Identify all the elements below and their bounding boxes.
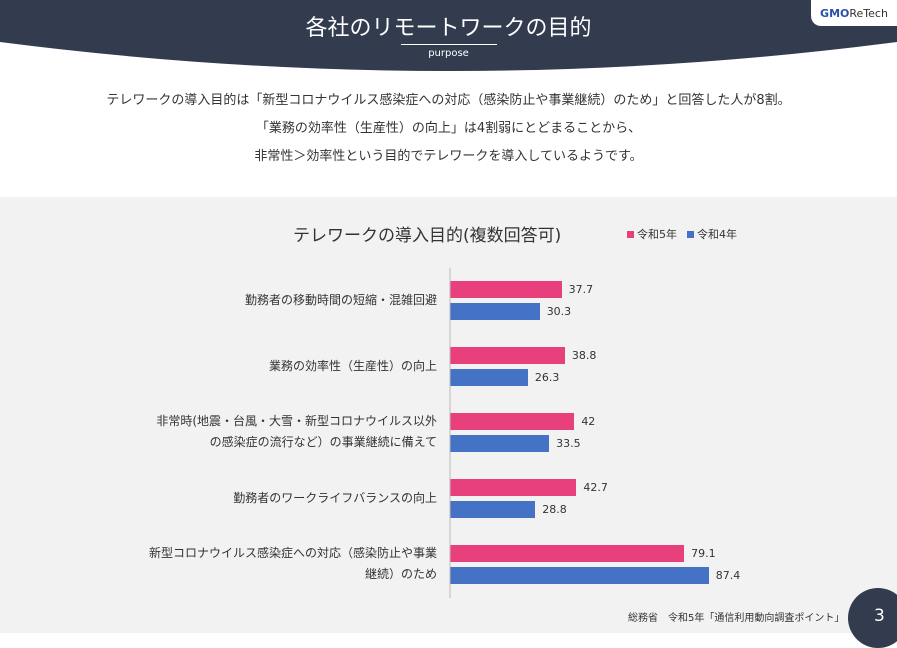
bar — [450, 479, 577, 496]
bar — [450, 369, 528, 386]
category-label: 勤務者の移動時間の短縮・混雑回避 — [244, 292, 437, 307]
data-label: 87.4 — [715, 569, 741, 582]
bar — [450, 413, 575, 430]
data-label: 28.8 — [542, 503, 567, 516]
page-subtitle: purpose — [428, 48, 469, 59]
bar — [450, 501, 536, 518]
description-line: 非常性＞効率性という目的でテレワークを導入しているようです。 — [254, 149, 643, 164]
category-label: 勤務者のワークライフバランスの向上 — [233, 490, 437, 505]
legend: 令和5年 令和4年 — [627, 226, 737, 242]
description-line: テレワークの導入目的は「新型コロナウイルス感染症への対応（感染防止や事業継続）の… — [106, 93, 791, 108]
bar — [450, 303, 540, 320]
data-label: 26.3 — [534, 371, 560, 384]
legend-label: 令和5年 — [637, 228, 677, 241]
title-underline — [401, 44, 497, 45]
page-number: 3 — [848, 588, 897, 648]
legend-item: 令和5年 — [627, 226, 677, 242]
gmo-retech-logo: GMO ReTech — [811, 0, 897, 26]
chart-panel — [0, 197, 897, 633]
description-line: 「業務の効率性（生産性）の向上」は4割弱にとどまることから、 — [255, 121, 642, 136]
page-number-text: 3 — [874, 606, 885, 626]
source-note: 総務省 令和5年「通信利用動向調査ポイント」 — [628, 613, 845, 624]
data-label: 79.1 — [691, 547, 716, 560]
chart-axes — [449, 268, 451, 598]
data-label: 33.5 — [556, 437, 581, 450]
category-label: 非常時(地震・台風・大雪・新型コロナウイルス以外の感染症の流行など）の事業継続に… — [156, 414, 437, 449]
category-label: 業務の効率性（生産性）の向上 — [268, 358, 437, 373]
bar — [450, 567, 709, 584]
legend-label: 令和4年 — [697, 228, 737, 241]
bar — [450, 545, 685, 562]
data-label: 42.7 — [583, 481, 608, 494]
bar — [450, 281, 562, 298]
data-label: 38.8 — [571, 349, 597, 362]
legend-item: 令和4年 — [687, 226, 737, 242]
description: テレワークの導入目的は「新型コロナウイルス感染症への対応（感染防止や事業継続）の… — [0, 87, 897, 171]
bar — [450, 347, 565, 364]
data-label: 42 — [581, 415, 596, 428]
data-label: 30.3 — [546, 305, 572, 318]
page-title: 各社のリモートワークの目的 — [305, 16, 592, 41]
data-label: 37.7 — [568, 283, 594, 296]
bar — [450, 435, 550, 452]
chart-title: テレワークの導入目的(複数回答可) — [293, 226, 562, 246]
header-banner — [0, 0, 897, 71]
category-label: 新型コロナウイルス感染症への対応（感染防止や事業継続）のため — [148, 546, 437, 581]
